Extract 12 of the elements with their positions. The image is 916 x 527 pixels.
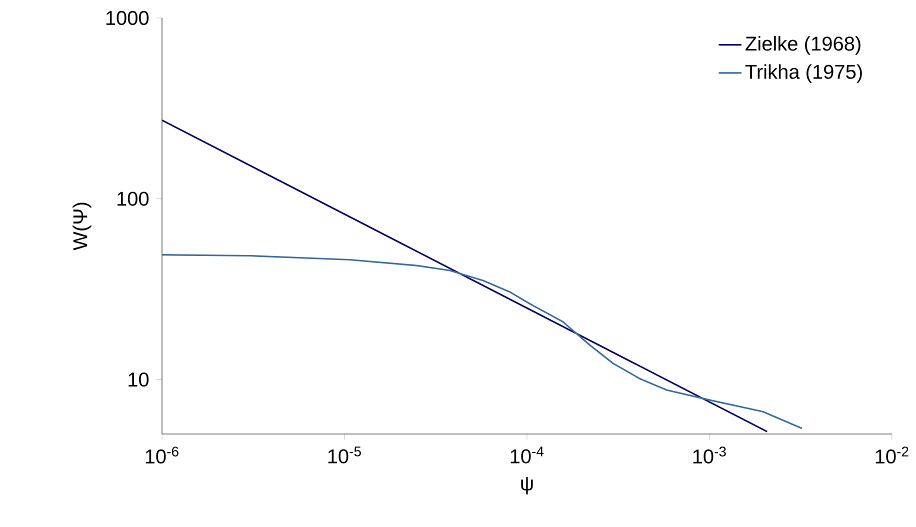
x-tick-label: 10$^{-3}$ [693, 446, 726, 464]
y-axis-title: W(Ψ) [72, 202, 92, 250]
legend-label: Trikha (1975) [745, 64, 862, 83]
y-tick-label: 10 [128, 372, 149, 387]
legend-label: Zielke (1968) [746, 36, 860, 55]
x-axis-title: ψ [521, 477, 533, 494]
x-tick-label: 10$^{-5}$ [328, 446, 361, 464]
y-tick-label: 1000 [106, 10, 149, 26]
x-tick-label: 10$^{-2}$ [876, 446, 908, 464]
x-tick-label: 10$^{-4}$ [510, 446, 544, 464]
y-tick-label: 100 [118, 192, 149, 206]
x-tick-label: 10$^{-6}$ [146, 446, 178, 464]
